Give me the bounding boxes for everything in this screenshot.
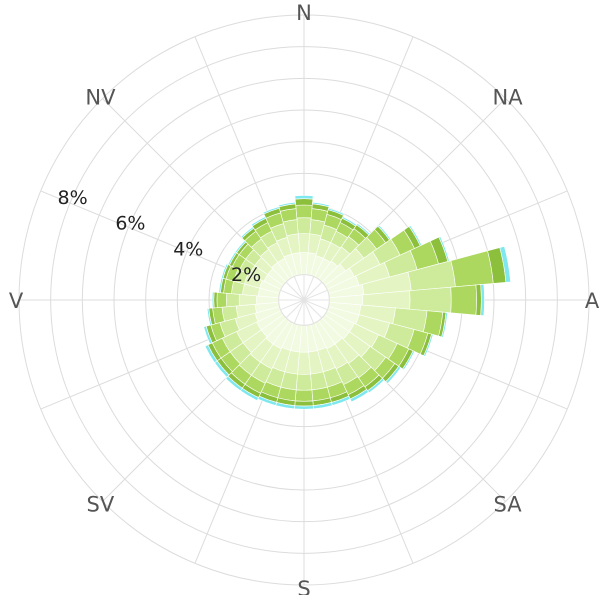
- wind-bar-segment: [441, 312, 448, 338]
- direction-label: V: [9, 289, 24, 313]
- ring-label: 4%: [173, 239, 203, 261]
- calm-center: [278, 274, 330, 326]
- wind-bar-segment: [213, 291, 218, 309]
- direction-label: NV: [85, 85, 116, 109]
- wind-bar-segment: [327, 207, 345, 216]
- wind-bar-segment: [211, 291, 215, 309]
- wind-bar-segment: [294, 389, 314, 402]
- wind-bar-segment: [450, 284, 477, 316]
- direction-label: SV: [87, 493, 115, 517]
- direction-label: NA: [493, 85, 524, 109]
- polar-grid: [18, 14, 590, 586]
- calm-spoke: [285, 281, 305, 301]
- wind-bar-segment: [278, 201, 296, 208]
- ring-labels: 2% 4% 6% 8%: [58, 187, 262, 286]
- wind-bar-segment: [206, 308, 212, 326]
- calm-spoke: [303, 299, 323, 319]
- wind-bar-segment: [297, 351, 311, 375]
- direction-label: S: [297, 577, 310, 595]
- ring-label: 6%: [115, 213, 145, 235]
- wind-bar-segment: [294, 198, 314, 206]
- calm-spoke: [303, 299, 328, 311]
- wind-bar-segment: [296, 217, 312, 235]
- wind-bar-segment: [295, 373, 313, 391]
- wind-bar-segment: [204, 344, 218, 364]
- calm-spoke: [303, 281, 323, 301]
- wind-bar-segment: [450, 250, 494, 288]
- wind-bar-segment: [238, 294, 258, 306]
- calm-spoke: [303, 289, 328, 301]
- wind-bar-segment: [499, 245, 511, 283]
- calm-spoke: [280, 299, 305, 311]
- calm-spoke: [293, 299, 305, 324]
- direction-label: N: [296, 1, 312, 25]
- wind-bar-segment: [480, 283, 485, 317]
- wind-bar-segment: [294, 405, 314, 410]
- wind-bar-segment: [402, 350, 415, 371]
- wind-bar-segment: [295, 204, 313, 219]
- calm-spoke: [303, 299, 315, 324]
- ring-label: 2%: [231, 264, 261, 286]
- wind-bar-segment: [312, 201, 330, 208]
- wind-bar-segment: [423, 333, 434, 357]
- wind-bar-segment: [294, 400, 314, 407]
- direction-label: SA: [494, 493, 523, 517]
- calm-spoke: [303, 276, 315, 301]
- wind-bar-segment: [475, 284, 482, 316]
- wind-bar-segment: [294, 195, 314, 200]
- wind-bar-segment: [226, 292, 240, 308]
- wind-bar-segment: [203, 325, 213, 345]
- calm-spoke: [280, 289, 305, 301]
- direction-labels: N NA A SA S SV V NV: [9, 1, 599, 595]
- wind-bars: [203, 195, 511, 410]
- wind-bar-segment: [385, 365, 402, 384]
- wind-bar-segment: [409, 286, 452, 314]
- calm-spoke: [293, 276, 305, 301]
- ring-label: 8%: [58, 187, 88, 209]
- direction-label: A: [585, 289, 599, 313]
- calm-spoke: [285, 299, 305, 319]
- wind-bar-segment: [216, 292, 228, 308]
- wind-bar-segment: [297, 233, 311, 254]
